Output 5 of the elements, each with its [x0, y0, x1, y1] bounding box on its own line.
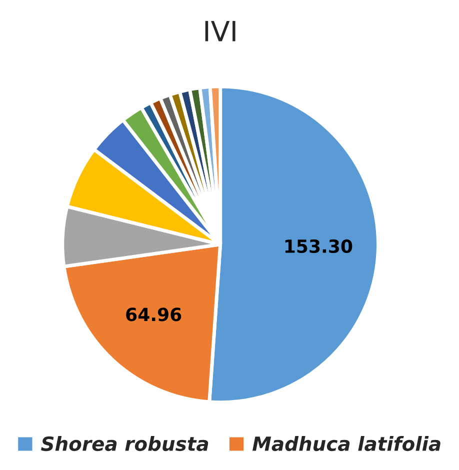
data-label: 64.96 — [126, 308, 182, 322]
legend-label: Madhuca latifolia — [252, 436, 440, 452]
data-label: 153.30 — [285, 239, 352, 254]
chart-title: IVI — [205, 20, 236, 42]
legend-label: Shorea robusta — [41, 436, 208, 452]
